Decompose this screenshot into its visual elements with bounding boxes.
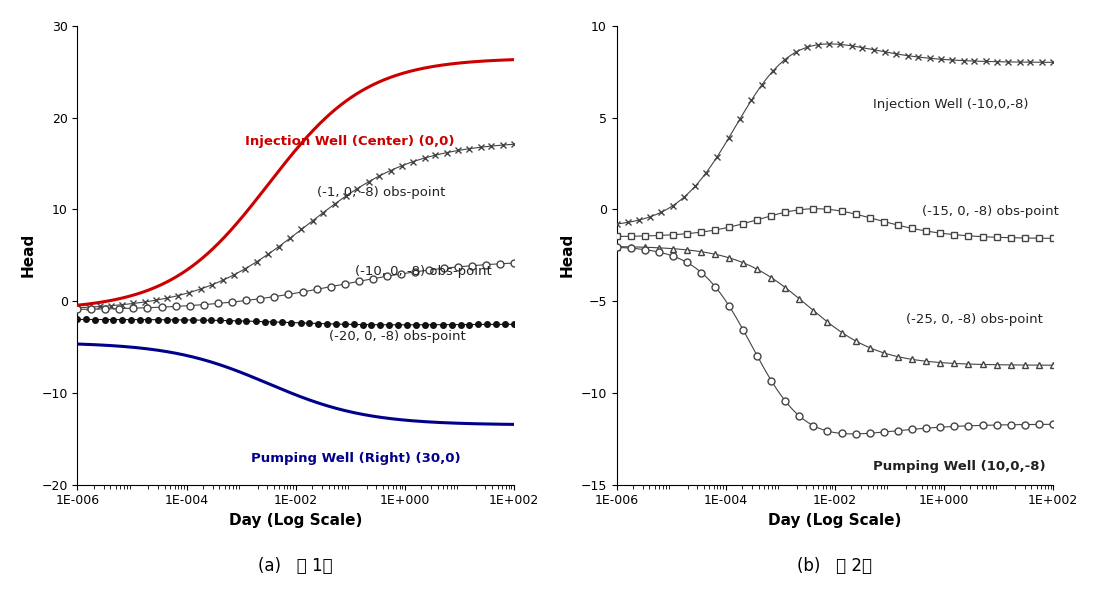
Y-axis label: Head: Head (559, 233, 575, 277)
Text: Injection Well (Center) (0,0): Injection Well (Center) (0,0) (245, 135, 455, 148)
Text: Injection Well (-10,0,-8): Injection Well (-10,0,-8) (873, 99, 1029, 112)
Text: Pumping Well (10,0,-8): Pumping Well (10,0,-8) (873, 460, 1045, 473)
Text: (-1, 0, -8) obs-point: (-1, 0, -8) obs-point (318, 186, 446, 199)
Text: (-25, 0, -8) obs-point: (-25, 0, -8) obs-point (906, 313, 1043, 326)
Text: (-10, 0, -8) obs-point: (-10, 0, -8) obs-point (355, 266, 491, 278)
Text: (-15, 0, -8) obs-point: (-15, 0, -8) obs-point (922, 205, 1059, 218)
Text: Pumping Well (Right) (30,0): Pumping Well (Right) (30,0) (251, 452, 460, 465)
Y-axis label: Head: Head (21, 233, 36, 277)
Text: (a)   제 1안: (a) 제 1안 (258, 557, 333, 575)
Text: (-20, 0, -8) obs-point: (-20, 0, -8) obs-point (329, 330, 465, 343)
X-axis label: Day (Log Scale): Day (Log Scale) (229, 513, 363, 528)
Text: (b)   제 2안: (b) 제 2안 (797, 557, 873, 575)
X-axis label: Day (Log Scale): Day (Log Scale) (768, 513, 901, 528)
